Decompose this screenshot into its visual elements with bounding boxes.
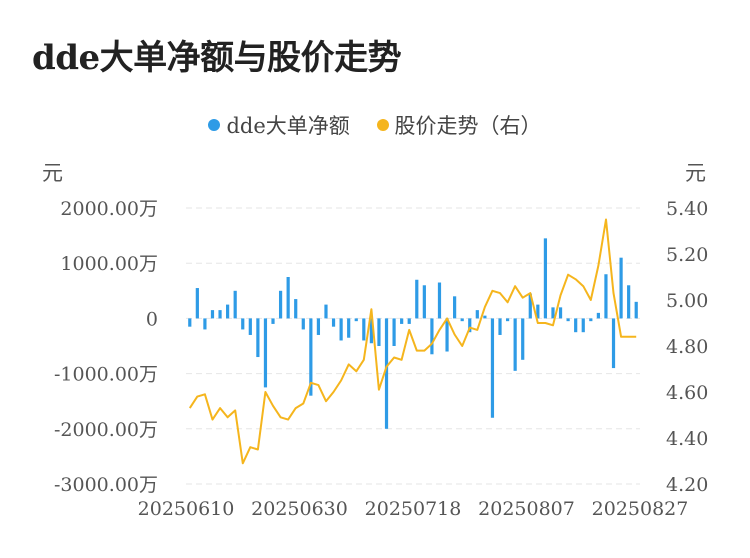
dde-bar bbox=[195, 288, 199, 319]
x-tick-label: 20250610 bbox=[138, 498, 235, 520]
dde-bar bbox=[445, 318, 449, 352]
dde-bar bbox=[528, 293, 532, 319]
dde-bar bbox=[301, 318, 305, 330]
dde-bar bbox=[505, 318, 510, 322]
dde-bar bbox=[218, 310, 222, 319]
legend-marker-dde bbox=[208, 119, 221, 131]
dde-bar bbox=[430, 318, 434, 355]
dde-bar bbox=[566, 318, 570, 322]
dde-bar bbox=[468, 318, 472, 333]
x-tick-label: 20250718 bbox=[365, 498, 462, 520]
legend: dde大单净额 股价走势（右） bbox=[0, 110, 750, 140]
dde-bar bbox=[619, 257, 623, 319]
dde-bar bbox=[490, 318, 495, 418]
dde-bar bbox=[278, 290, 283, 319]
dde-bar bbox=[233, 290, 237, 319]
x-tick-label: 20250630 bbox=[251, 498, 348, 520]
dde-bar bbox=[226, 304, 230, 319]
y-right-tick-label: 4.40 bbox=[666, 428, 708, 450]
dde-bar bbox=[271, 318, 275, 324]
price-line bbox=[188, 218, 637, 465]
y-left-tick-label: -1000.00万 bbox=[54, 364, 158, 386]
dde-bar bbox=[437, 282, 442, 319]
y-right-tick-label: 4.60 bbox=[666, 382, 708, 404]
y-left-tick-label: -3000.00万 bbox=[54, 474, 158, 496]
dde-bar bbox=[316, 318, 321, 335]
dde-bar bbox=[596, 312, 600, 319]
y-right-tick-label: 5.20 bbox=[666, 244, 708, 266]
dde-bar bbox=[241, 318, 245, 330]
dde-bar bbox=[415, 279, 419, 319]
dde-bar bbox=[309, 318, 313, 396]
dde-bar bbox=[611, 318, 616, 369]
dde-bar bbox=[188, 318, 192, 327]
dde-bar bbox=[339, 318, 343, 341]
right-axis-unit: 元 bbox=[685, 161, 706, 185]
legend-marker-price bbox=[376, 119, 389, 131]
legend-item-dde[interactable]: dde大单净额 bbox=[208, 110, 350, 140]
dde-bar bbox=[634, 301, 638, 319]
dde-bar bbox=[347, 318, 351, 338]
dde-bar bbox=[210, 310, 215, 319]
dde-bar bbox=[574, 318, 578, 333]
dde-bar bbox=[377, 318, 381, 346]
y-left-tick-label: 2000.00万 bbox=[60, 198, 158, 220]
dde-bar bbox=[521, 318, 525, 360]
dde-bar bbox=[498, 318, 502, 335]
y-right-tick-label: 5.40 bbox=[666, 198, 708, 220]
dde-bar bbox=[324, 304, 328, 319]
dde-bar bbox=[422, 285, 426, 319]
dde-bar bbox=[286, 277, 290, 319]
dde-bar bbox=[551, 307, 555, 319]
dde-bar bbox=[581, 318, 585, 333]
dde-bar bbox=[331, 318, 336, 327]
dde-bar bbox=[256, 318, 260, 358]
dde-bar bbox=[513, 318, 517, 371]
dde-bar bbox=[392, 318, 396, 346]
dde-bar bbox=[604, 274, 608, 319]
dde-bar bbox=[203, 318, 207, 330]
dde-bar bbox=[362, 318, 366, 341]
x-tick-label: 20250807 bbox=[478, 498, 575, 520]
dde-bar bbox=[536, 304, 540, 319]
dde-bar bbox=[400, 318, 404, 324]
y-right-tick-label: 5.00 bbox=[666, 290, 708, 312]
y-left-tick-label: -2000.00万 bbox=[54, 419, 158, 441]
dde-bar bbox=[407, 318, 411, 324]
dde-bar bbox=[354, 318, 358, 322]
dde-bar bbox=[460, 318, 464, 322]
dde-bar bbox=[384, 318, 389, 429]
left-axis-unit: 元 bbox=[42, 161, 63, 185]
dde-bar bbox=[543, 238, 548, 319]
y-right-tick-label: 4.80 bbox=[666, 336, 708, 358]
y-right-tick-label: 4.20 bbox=[666, 474, 708, 496]
chart-title: dde大单净额与股价走势 bbox=[32, 38, 402, 78]
dde-bar bbox=[263, 318, 268, 388]
dde-bar bbox=[453, 296, 457, 319]
legend-item-price[interactable]: 股价走势（右） bbox=[376, 110, 542, 140]
legend-label-dde: dde大单净额 bbox=[226, 114, 350, 138]
dde-bar bbox=[369, 318, 373, 344]
dde-bar bbox=[294, 299, 298, 319]
dde-bar bbox=[558, 307, 563, 319]
x-tick-label: 20250827 bbox=[592, 498, 689, 520]
dde-bar bbox=[483, 315, 487, 319]
y-left-tick-label: 0 bbox=[146, 308, 158, 330]
legend-label-price: 股价走势（右） bbox=[394, 114, 542, 138]
dde-bar bbox=[248, 318, 252, 335]
dde-bar bbox=[475, 310, 479, 319]
y-left-tick-label: 1000.00万 bbox=[60, 253, 158, 275]
dde-bar bbox=[627, 285, 631, 319]
dde-bar bbox=[589, 318, 593, 322]
